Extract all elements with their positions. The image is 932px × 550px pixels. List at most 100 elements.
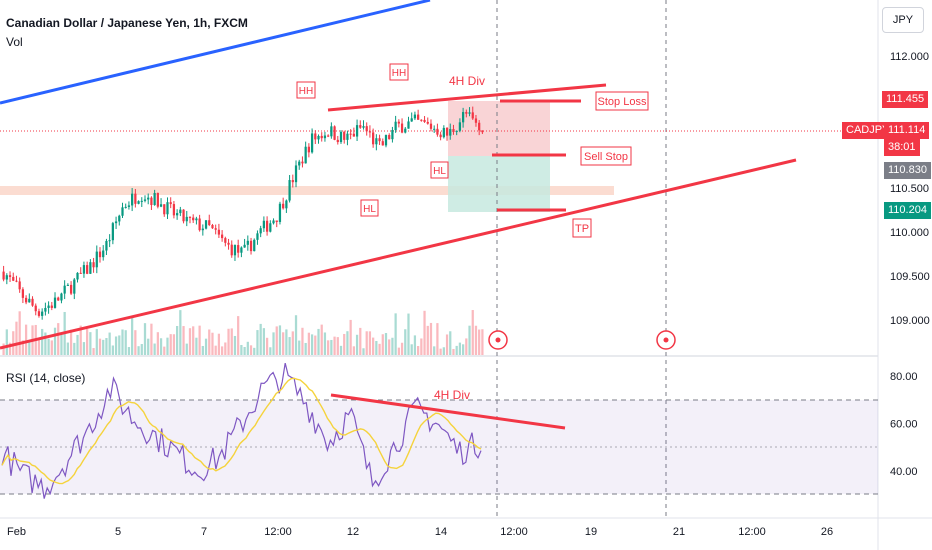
candle-body [18,281,21,290]
volume-bar [82,342,86,355]
volume-bar [98,338,102,355]
candle-body [275,220,278,222]
candle-body [12,276,15,281]
time-label: Feb [7,526,26,538]
volume-bar [378,343,381,355]
volume-bar [259,323,262,355]
candle-body [114,221,118,224]
stop-loss-zone[interactable] [448,101,550,156]
hh-label-2[interactable]: HH [389,63,409,81]
candle-body [413,114,417,119]
volume-bar [227,328,230,355]
candle-body [111,223,114,241]
candle-body [89,262,92,274]
take-profit-zone[interactable] [448,156,550,212]
currency-selector[interactable]: JPY [882,7,924,33]
volume-bar [114,336,118,355]
candle-body [265,220,269,232]
volume-bar [76,334,79,355]
volume-bar [185,343,188,355]
candle-body [349,133,352,135]
candle-body [134,193,137,204]
price-div-label[interactable]: 4H Div [449,74,485,88]
hl-label-1[interactable]: HL [430,161,449,179]
volume-bar [381,334,384,355]
sell-stop-label[interactable]: Sell Stop [580,146,632,166]
stop-loss-price-tag: 111.455 [882,91,929,108]
blue-trendline[interactable] [0,0,431,105]
candle-body [429,123,433,129]
volume-bars [2,310,484,355]
rsi-div-label[interactable]: 4H Div [434,388,470,402]
volume-bar [211,332,214,355]
rsi-label[interactable]: RSI (14, close) [6,371,86,385]
candle-body [105,240,108,251]
candle-body [291,180,294,183]
tp-label[interactable]: TP [572,218,592,238]
event-marker-2[interactable] [656,330,676,350]
volume-bar [323,332,327,355]
time-label: 12:00 [264,526,292,538]
volume-bar [243,346,246,355]
hh-label-1[interactable]: HH [296,81,316,99]
price-tick-label: 109.500 [890,271,930,283]
volume-bar [28,341,31,355]
volume-bar [143,323,147,355]
volume-bar [442,347,445,355]
volume-label[interactable]: Vol [6,35,23,49]
volume-bar [192,326,195,355]
volume-bar [384,333,388,355]
price-axis[interactable]: 112.000 110.500 110.000 109.500 109.000 [890,51,930,327]
price-candles [2,106,484,320]
candle-body [185,216,188,222]
candle-body [282,203,285,209]
candle-body [436,128,439,135]
volume-bar [15,321,18,355]
candle-body [41,311,44,316]
volume-bar [230,328,233,355]
volume-bar [439,348,442,355]
candle-body [355,125,359,137]
symbol-title[interactable]: Canadian Dollar / Japanese Yen, 1h, FXCM [6,16,248,30]
candle-body [452,129,455,132]
candle-body [131,193,134,206]
candle-body [98,251,102,258]
support-zone[interactable] [0,186,614,195]
lower-trendline[interactable] [0,158,797,350]
rsi-axis[interactable]: 80.00 60.00 40.00 [890,371,918,478]
rsi-divergence-line[interactable] [330,393,566,430]
volume-bar [37,339,41,355]
rsi-tick-label: 60.00 [890,419,918,431]
volume-bar [159,338,163,355]
hl-label-2[interactable]: HL [360,199,379,217]
stop-loss-label[interactable]: Stop Loss [595,91,649,111]
candle-body [8,275,12,277]
volume-bar [417,346,420,355]
volume-bar [298,340,301,355]
candle-body [320,135,323,139]
volume-bar [127,347,131,355]
price-tick-label: 112.000 [890,51,929,63]
svg-text:HL: HL [433,166,446,177]
volume-bar [449,331,452,355]
volume-bar [465,338,468,355]
candle-body [378,138,381,142]
svg-text:Stop Loss: Stop Loss [598,96,647,108]
candle-body [156,192,159,207]
volume-bar [137,346,140,355]
volume-bar [208,329,211,355]
volume-bar [429,322,433,355]
volume-bar [150,323,153,355]
volume-bar [317,328,320,355]
time-axis[interactable]: Feb 5 7 12:00 12 14 12:00 19 21 12:00 26 [7,526,833,538]
candle-body [381,141,384,146]
svg-text:Sell Stop: Sell Stop [584,151,628,163]
rsi-tick-label: 80.00 [890,371,918,383]
volume-bar [301,327,304,355]
candle-body [143,199,147,201]
volume-bar [134,330,137,355]
event-marker-1[interactable] [488,330,508,350]
volume-bar [307,332,310,355]
price-divergence-line[interactable] [327,83,607,112]
